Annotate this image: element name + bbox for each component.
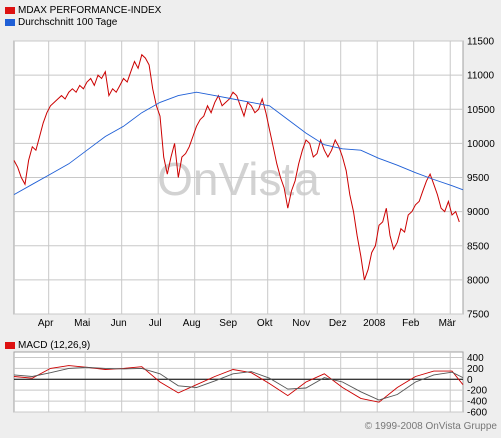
main-x-tick-label: Aug	[183, 318, 201, 329]
watermark-text: OnVista	[157, 153, 320, 205]
red-swatch-icon	[5, 341, 15, 349]
main-y-tick-label: 8500	[467, 241, 490, 252]
main-y-tick-label: 9000	[467, 207, 490, 218]
main-x-tick-label: Jun	[111, 318, 127, 329]
macd-y-tick-label: 400	[467, 353, 484, 364]
macd-plot-area	[13, 351, 464, 413]
main-x-tick-label: Sep	[219, 318, 237, 329]
main-x-tick-label: Mär	[439, 318, 457, 329]
main-y-tick-label: 11500	[467, 37, 495, 48]
macd-y-tick-label: -400	[467, 397, 487, 408]
legend-item-index: MDAX PERFORMANCE-INDEX	[5, 4, 161, 16]
macd-y-tick-label: 0	[467, 375, 473, 386]
main-x-tick-label: 2008	[363, 318, 386, 329]
legend-label-average: Durchschnitt 100 Tage	[18, 16, 118, 28]
legend-item-macd: MACD (12,26,9)	[5, 339, 90, 351]
legend-label-macd: MACD (12,26,9)	[18, 339, 91, 351]
main-series-line-1	[13, 91, 464, 195]
main-x-tick-label: Dez	[329, 318, 347, 329]
main-y-tick-label: 10000	[467, 139, 495, 150]
main-x-tick-label: Jul	[149, 318, 162, 329]
legend-label-index: MDAX PERFORMANCE-INDEX	[18, 4, 162, 16]
main-y-tick-label: 8000	[467, 275, 490, 286]
macd-y-tick-label: -600	[467, 408, 487, 419]
legend-item-average: Durchschnitt 100 Tage	[5, 16, 117, 28]
main-series-line-0	[13, 53, 460, 281]
main-y-tick-label: 7500	[467, 310, 490, 321]
copyright-notice: © 1999-2008 OnVista Gruppe	[364, 421, 497, 432]
macd-series-line-1	[13, 366, 464, 401]
main-x-tick-label: Okt	[257, 318, 273, 329]
macd-y-tick-label: 200	[467, 364, 484, 375]
main-x-tick-label: Apr	[38, 318, 54, 329]
main-x-tick-label: Feb	[402, 318, 420, 329]
main-x-tick-label: Nov	[292, 318, 310, 329]
main-y-tick-label: 11000	[467, 71, 495, 82]
main-y-tick-label: 9500	[467, 173, 490, 184]
macd-y-tick-label: -200	[467, 386, 487, 397]
red-swatch-icon	[5, 6, 15, 14]
main-x-tick-label: Mai	[74, 318, 90, 329]
blue-swatch-icon	[5, 18, 15, 26]
main-y-tick-label: 10500	[467, 105, 495, 116]
